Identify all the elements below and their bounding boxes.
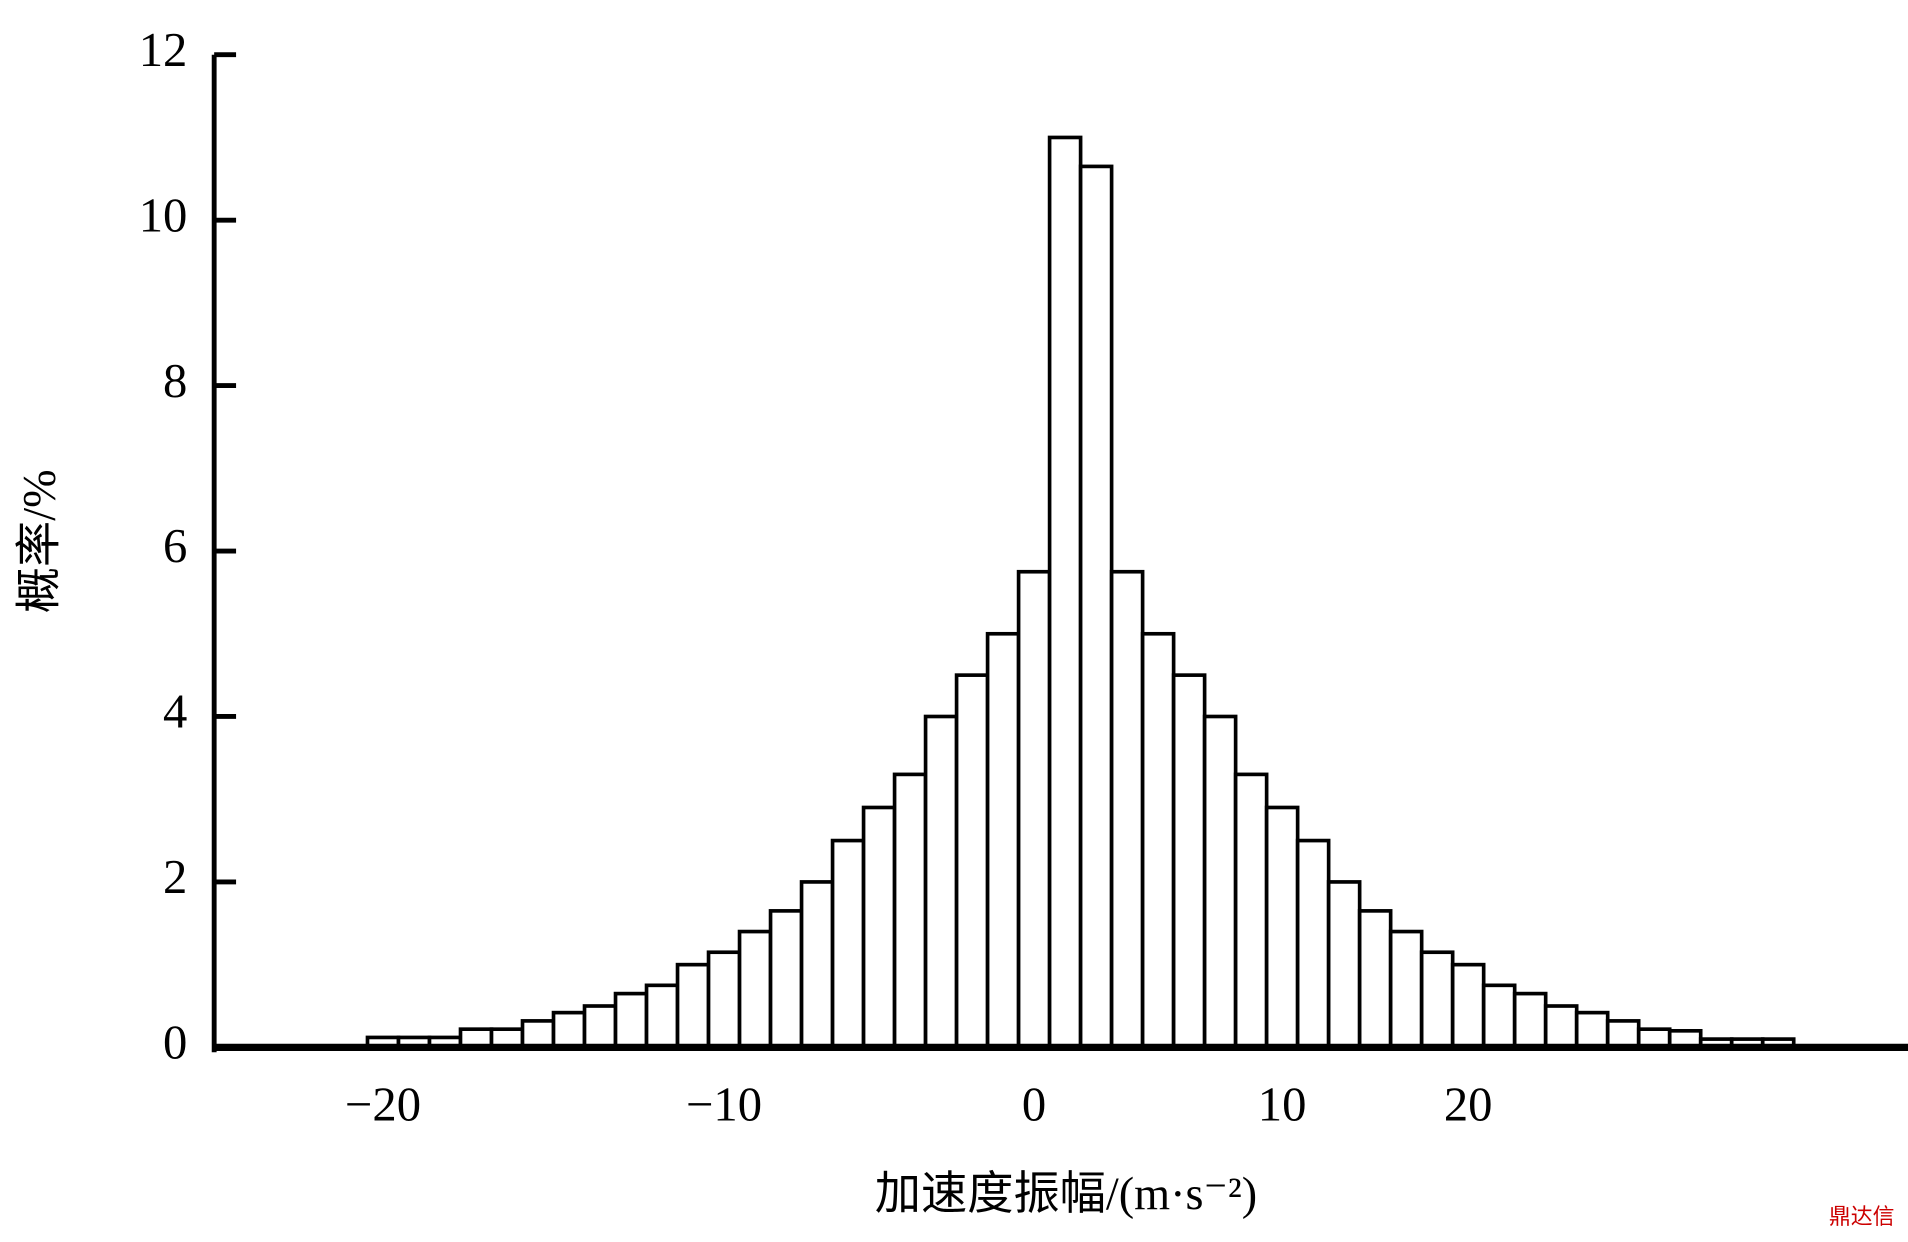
bar bbox=[954, 673, 990, 1050]
y-tick-label: 10 bbox=[139, 188, 188, 242]
bar bbox=[1450, 962, 1486, 1050]
bar bbox=[551, 1010, 587, 1050]
bar bbox=[923, 714, 959, 1050]
bar bbox=[861, 805, 897, 1050]
bar bbox=[1202, 714, 1238, 1050]
y-axis-label: 概率/% bbox=[13, 469, 64, 613]
bar bbox=[1605, 1019, 1641, 1050]
bar bbox=[644, 983, 680, 1050]
bar bbox=[1264, 805, 1300, 1050]
bar bbox=[613, 991, 649, 1050]
y-tick-label: 6 bbox=[163, 519, 187, 573]
bar bbox=[706, 950, 742, 1050]
bar bbox=[1481, 983, 1517, 1050]
bar bbox=[799, 880, 835, 1050]
bar bbox=[1171, 673, 1207, 1050]
bar bbox=[1295, 838, 1331, 1050]
bar bbox=[1109, 569, 1145, 1050]
bar bbox=[985, 631, 1021, 1050]
y-tick-label: 8 bbox=[163, 354, 187, 408]
bar bbox=[1016, 569, 1052, 1050]
bar bbox=[1574, 1010, 1610, 1050]
x-tick-label: 0 bbox=[1022, 1078, 1046, 1132]
watermark: 鼎达信 bbox=[1829, 1204, 1895, 1229]
x-tick-label: 10 bbox=[1258, 1078, 1307, 1132]
bar bbox=[1388, 929, 1424, 1050]
bar bbox=[520, 1019, 556, 1050]
y-tick-label: 0 bbox=[163, 1016, 187, 1070]
bar bbox=[737, 929, 773, 1050]
y-tick-label: 4 bbox=[163, 685, 187, 739]
x-axis-label: 加速度振幅/(m·s⁻²) bbox=[875, 1168, 1257, 1219]
bar bbox=[768, 909, 804, 1050]
bar bbox=[830, 838, 866, 1050]
bar bbox=[582, 1004, 618, 1050]
bar bbox=[1543, 1004, 1579, 1050]
bar bbox=[1140, 631, 1176, 1050]
x-tick-label: 20 bbox=[1444, 1078, 1493, 1132]
bar bbox=[892, 772, 928, 1050]
bar bbox=[675, 962, 711, 1050]
bar bbox=[1512, 991, 1548, 1050]
y-tick-label: 12 bbox=[139, 23, 188, 77]
bar bbox=[1078, 164, 1114, 1050]
bar bbox=[1326, 880, 1362, 1050]
bar bbox=[1233, 772, 1269, 1050]
x-tick-label: −20 bbox=[345, 1078, 421, 1132]
bar bbox=[1357, 909, 1393, 1050]
x-tick-label: −10 bbox=[686, 1078, 762, 1132]
y-tick-label: 2 bbox=[163, 850, 187, 904]
bar bbox=[1047, 135, 1083, 1050]
bar bbox=[1419, 950, 1455, 1050]
